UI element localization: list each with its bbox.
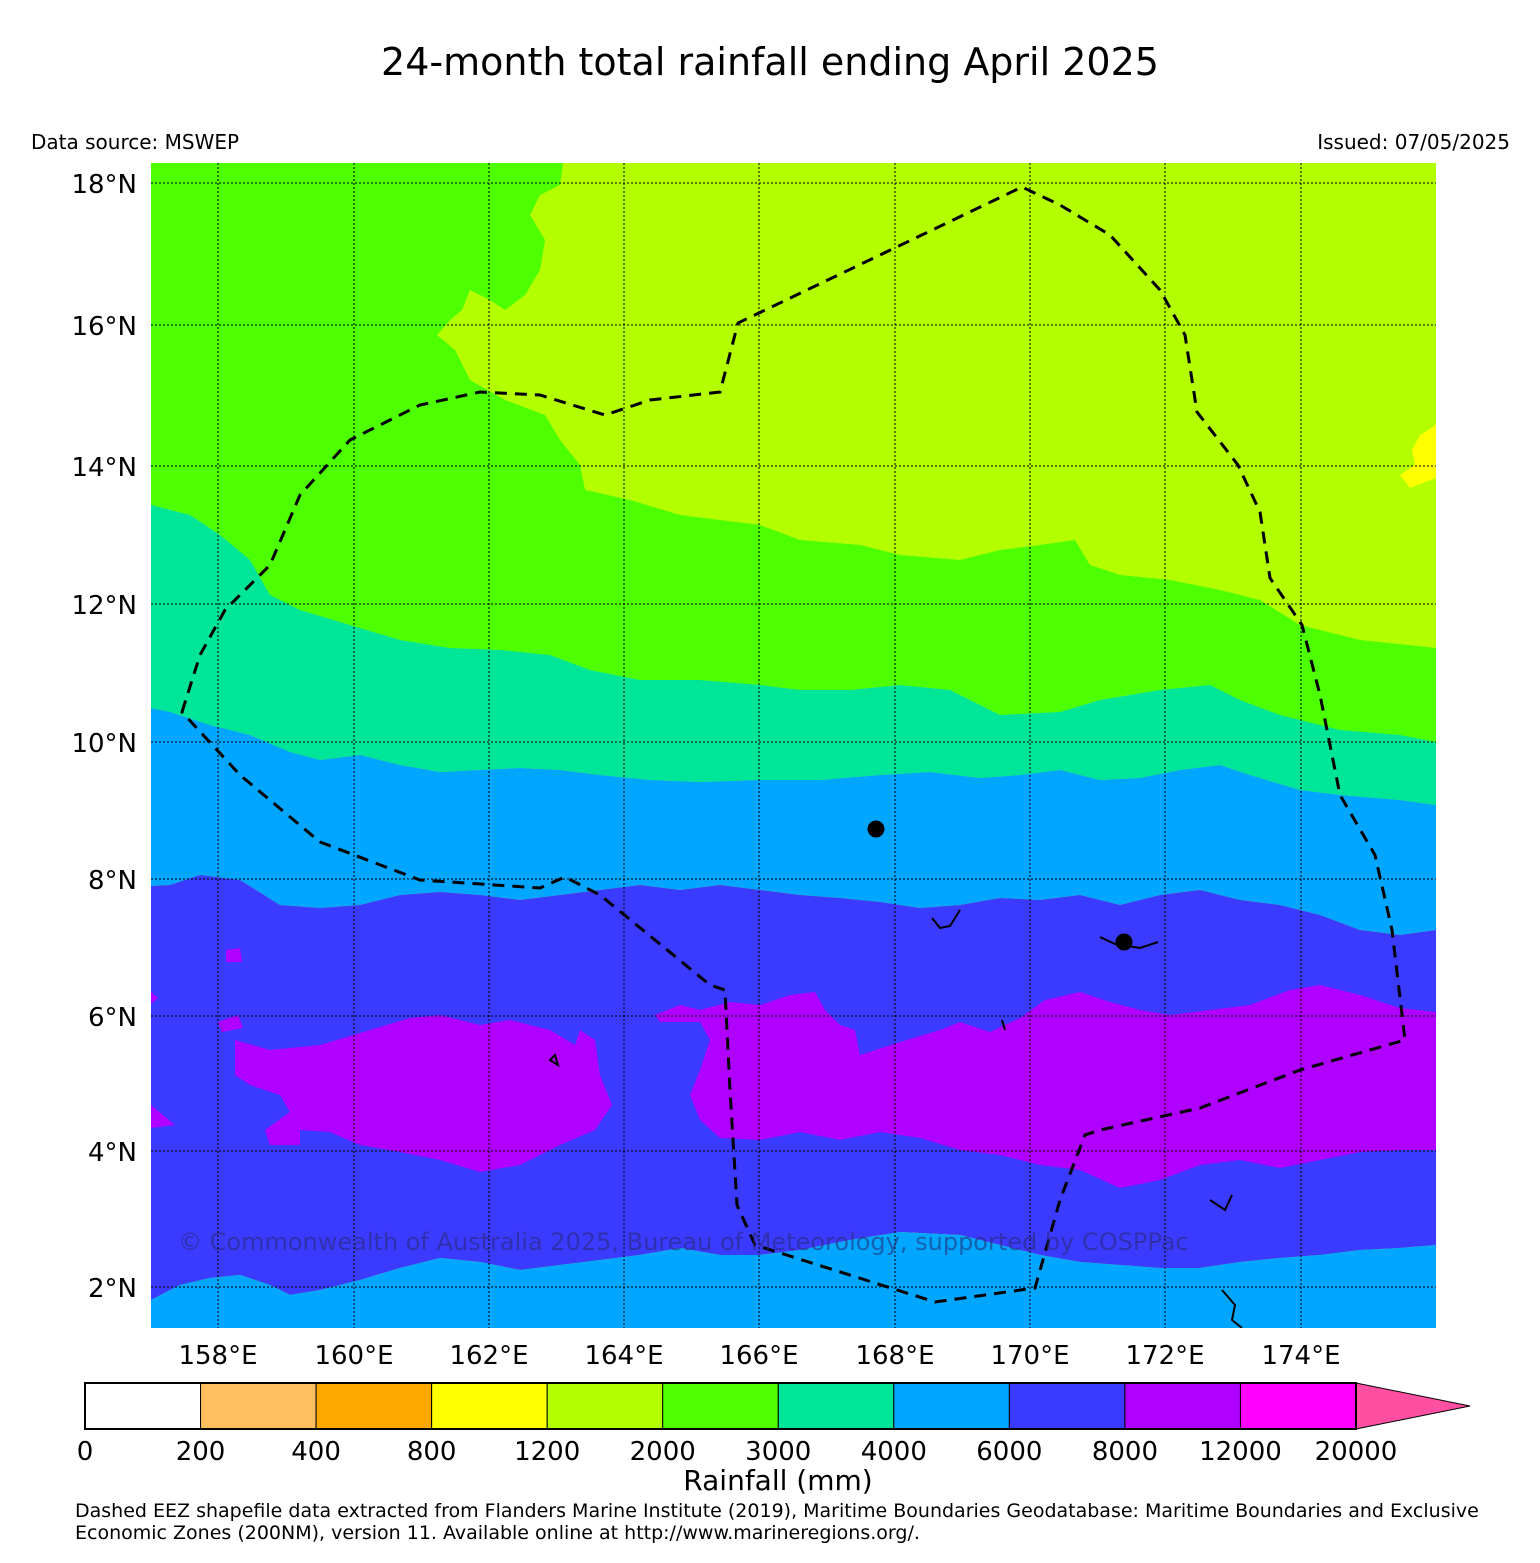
- colorbar-tick-label: 0: [77, 1437, 94, 1467]
- band-8000-12000-islet-b: [151, 1105, 175, 1128]
- lat-label: 2°N: [88, 1274, 137, 1304]
- colorbar-segment: [84, 1382, 202, 1430]
- colorbar-segment: [200, 1382, 317, 1430]
- chart-title: 24-month total rainfall ending April 202…: [381, 40, 1159, 84]
- band-8000-12000-islet-a: [218, 1015, 243, 1032]
- lat-label: 16°N: [71, 312, 137, 342]
- colorbar-extend-arrow: [1355, 1382, 1471, 1430]
- colorbar-tick-labels: 0 200 400 800 1200 2000 3000 4000 6000 8000 12000 2…: [77, 1437, 1398, 1467]
- colorbar-outline: [84, 1382, 1357, 1430]
- island-marker-east: [1115, 933, 1133, 951]
- colorbar-tick-label: 20000: [1315, 1437, 1398, 1467]
- lat-label: 12°N: [71, 591, 137, 621]
- colorbar-tick-label: 6000: [976, 1437, 1042, 1467]
- lon-label: 172°E: [1125, 1341, 1204, 1371]
- colorbar-segment: [315, 1382, 433, 1430]
- colorbar-segment: [431, 1382, 548, 1430]
- band-4000-6000-south: [151, 1232, 1436, 1328]
- lon-label: 162°E: [449, 1341, 528, 1371]
- island-marker-north: [867, 820, 885, 838]
- band-2000-3000: [151, 163, 1436, 742]
- colorbar-tick-label: 3000: [745, 1437, 811, 1467]
- colorbar-tick-label: 2000: [630, 1437, 696, 1467]
- copyright-watermark: © Commonwealth of Australia 2025, Bureau…: [178, 1228, 1189, 1256]
- lat-label: 10°N: [71, 729, 137, 759]
- lat-label: 4°N: [88, 1138, 137, 1168]
- lon-label: 166°E: [719, 1341, 798, 1371]
- issued-date-label: Issued: 07/05/2025: [1317, 130, 1510, 154]
- colorbar-segment: [662, 1382, 779, 1430]
- band-8000-12000-islet-c: [151, 992, 158, 1004]
- colorbar-segment: [1239, 1382, 1357, 1430]
- footnote: Dashed EEZ shapefile data extracted from…: [75, 1500, 1479, 1544]
- lat-label: 6°N: [88, 1003, 137, 1033]
- colorbar: [84, 1382, 1471, 1430]
- band-800-1200: [1400, 425, 1436, 488]
- lon-label: 168°E: [855, 1341, 934, 1371]
- band-8000-12000-islet-d: [226, 948, 242, 962]
- longitude-labels: 158°E 160°E 162°E 164°E 166°E 168°E 170°…: [178, 1341, 1340, 1371]
- colorbar-tick-label: 1200: [514, 1437, 580, 1467]
- colorbar-segment: [777, 1382, 895, 1430]
- colorbar-segment: [546, 1382, 664, 1430]
- colorbar-tick-label: 400: [291, 1437, 341, 1467]
- band-8000-12000-west: [235, 1015, 612, 1172]
- band-3000-4000: [151, 505, 1436, 805]
- latitude-labels: 18°N 16°N 14°N 12°N 10°N 8°N 6°N 4°N 2°N: [71, 170, 137, 1304]
- colorbar-tick-label: 4000: [861, 1437, 927, 1467]
- lon-label: 170°E: [990, 1341, 1069, 1371]
- colorbar-tick-label: 800: [407, 1437, 457, 1467]
- colorbar-segment: [1124, 1382, 1241, 1430]
- lon-label: 160°E: [314, 1341, 393, 1371]
- band-4000-6000-north: [151, 708, 1436, 935]
- lon-label: 158°E: [178, 1341, 257, 1371]
- colorbar-segment: [1008, 1382, 1126, 1430]
- eez-boundary: [180, 185, 1407, 1304]
- lat-label: 14°N: [71, 453, 137, 483]
- data-source-label: Data source: MSWEP: [31, 130, 240, 154]
- lon-label: 164°E: [584, 1341, 663, 1371]
- atoll-outlines: [548, 909, 1243, 1328]
- colorbar-segment: [893, 1382, 1010, 1430]
- colorbar-tick-label: 12000: [1199, 1437, 1282, 1467]
- colorbar-tick-label: 8000: [1092, 1437, 1158, 1467]
- colorbar-title: Rainfall (mm): [683, 1464, 872, 1497]
- lat-label: 18°N: [71, 170, 137, 200]
- lon-label: 174°E: [1261, 1341, 1340, 1371]
- contour-layer: [151, 163, 1436, 1328]
- band-8000-12000-east: [655, 985, 1436, 1188]
- lat-label: 8°N: [88, 866, 137, 896]
- colorbar-tick-label: 200: [176, 1437, 226, 1467]
